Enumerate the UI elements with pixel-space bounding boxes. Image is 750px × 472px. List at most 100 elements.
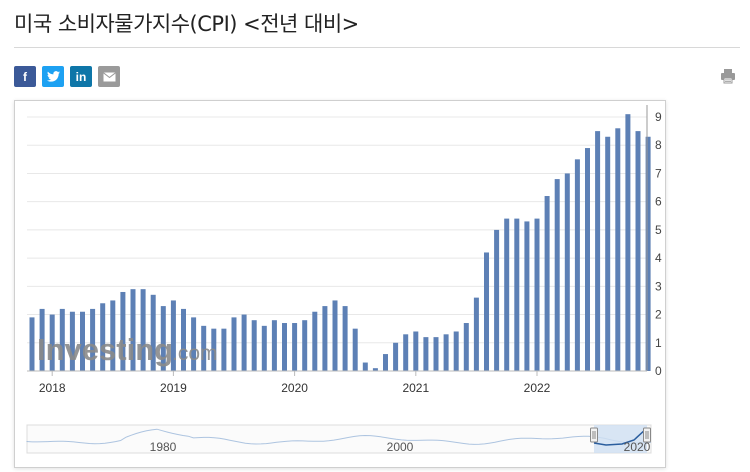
y-tick-label: 1 — [655, 336, 662, 350]
y-tick-label: 8 — [655, 138, 662, 152]
bar — [332, 300, 338, 371]
bar — [433, 337, 439, 371]
y-tick-label: 6 — [655, 195, 662, 209]
facebook-share-button[interactable]: f — [14, 66, 36, 87]
y-tick-label: 7 — [655, 166, 662, 180]
watermark-suffix: .com — [172, 342, 218, 365]
bar — [534, 218, 540, 371]
bar — [635, 131, 641, 371]
bar — [221, 328, 227, 371]
navigator-label: 2000 — [387, 440, 414, 454]
page-title: 미국 소비자물가지수(CPI) <전년 대비> — [14, 12, 359, 36]
bar — [231, 317, 237, 371]
bar — [292, 323, 298, 371]
bar — [59, 308, 65, 371]
bar — [453, 331, 459, 371]
bar — [69, 311, 75, 371]
bar — [372, 368, 378, 371]
y-tick-label: 3 — [655, 279, 662, 293]
bar — [595, 131, 601, 371]
bar — [150, 294, 156, 371]
print-icon[interactable] — [720, 68, 736, 84]
twitter-share-button[interactable] — [42, 66, 64, 87]
bar — [80, 311, 85, 371]
watermark-main: Investing — [37, 332, 173, 367]
bar — [393, 342, 399, 371]
y-tick-label: 9 — [655, 110, 662, 124]
bar — [241, 314, 247, 371]
y-tick-label: 0 — [655, 364, 662, 378]
x-tick-label: 2018 — [39, 381, 66, 395]
linkedin-icon: in — [75, 69, 87, 84]
bar — [463, 323, 469, 371]
bar — [574, 159, 580, 371]
bar — [524, 221, 530, 371]
x-tick-label: 2021 — [402, 381, 429, 395]
bar — [564, 173, 570, 371]
y-tick-label: 4 — [655, 251, 662, 265]
bar — [140, 289, 146, 371]
navigator-handle — [590, 427, 598, 443]
bar — [110, 300, 116, 371]
navigator-selection — [594, 425, 647, 453]
bar — [312, 311, 318, 371]
share-bar: f in — [14, 66, 120, 87]
navigator-label: 2020 — [624, 440, 651, 454]
bar — [443, 334, 449, 371]
bar — [49, 314, 55, 371]
facebook-icon: f — [23, 69, 27, 84]
bar — [271, 320, 277, 371]
navigator-selected-series — [593, 427, 648, 446]
bar — [383, 354, 388, 371]
email-share-button[interactable] — [98, 66, 120, 87]
bar — [130, 289, 136, 371]
chart-bars — [29, 114, 651, 371]
bar — [282, 323, 287, 371]
bar — [211, 328, 217, 371]
bar — [423, 337, 429, 371]
y-axis: 0 1 2 3 4 5 6 7 8 9 — [27, 105, 662, 378]
bar — [645, 136, 651, 371]
x-axis: 2018 2019 2020 2021 2022 — [39, 371, 551, 395]
linkedin-share-button[interactable]: in — [70, 66, 92, 87]
bar — [554, 179, 560, 371]
y-tick-label: 5 — [655, 223, 662, 237]
bar — [120, 291, 126, 371]
bar — [403, 334, 409, 371]
navigator-series — [26, 428, 652, 445]
investing-watermark: Investing .com — [37, 332, 218, 367]
bar — [39, 308, 45, 371]
x-tick-label: 2019 — [160, 381, 187, 395]
bar — [29, 317, 35, 371]
title-divider — [14, 47, 740, 48]
navigator-label: 1980 — [150, 440, 177, 454]
twitter-icon — [46, 71, 60, 82]
bar — [191, 317, 197, 371]
bar — [504, 218, 510, 371]
time-navigator: 1980 2000 2020 — [26, 424, 652, 454]
bar — [261, 325, 267, 371]
bar — [625, 114, 631, 371]
bar — [160, 306, 166, 371]
bar — [544, 196, 550, 371]
bar — [302, 320, 308, 371]
bar — [615, 128, 621, 371]
bar — [605, 136, 611, 371]
x-tick-label: 2022 — [524, 381, 551, 395]
bar — [585, 148, 590, 371]
bar — [251, 320, 257, 371]
bar — [170, 300, 176, 371]
email-icon — [102, 71, 116, 81]
bar — [413, 331, 419, 371]
y-tick-label: 2 — [655, 308, 662, 322]
bar — [473, 297, 479, 371]
bar — [90, 308, 96, 371]
bar — [342, 306, 348, 371]
bar — [494, 229, 500, 371]
navigator-handle — [643, 427, 651, 443]
bar — [100, 303, 106, 371]
x-tick-label: 2020 — [281, 381, 308, 395]
bar — [484, 252, 489, 371]
